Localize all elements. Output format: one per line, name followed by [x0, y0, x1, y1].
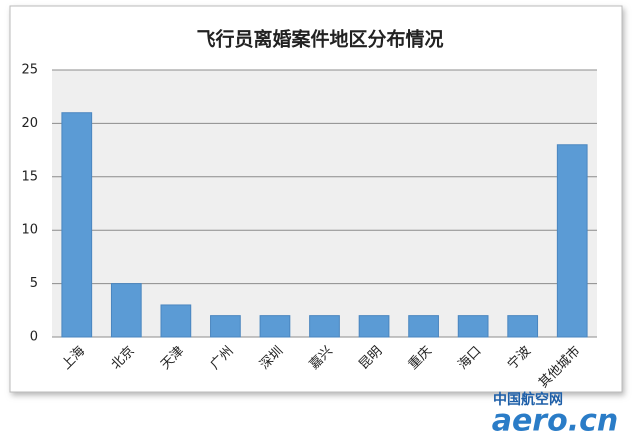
y-tick-label: 5: [30, 276, 38, 291]
y-tick-label: 0: [30, 330, 38, 345]
plot-area: [52, 70, 597, 337]
watermark-logo: aero.cn: [492, 404, 619, 439]
y-tick-label: 15: [21, 169, 38, 184]
y-tick-label: 10: [21, 223, 38, 238]
bar: [358, 315, 390, 338]
bar: [556, 144, 588, 338]
bar: [61, 112, 93, 338]
bar: [110, 283, 142, 338]
bar: [309, 315, 340, 338]
bar: [457, 315, 489, 338]
bar: [259, 315, 291, 338]
chart-title: 飞行员离婚案件地区分布情况: [196, 28, 443, 51]
y-tick-label: 20: [21, 116, 38, 131]
bar: [210, 315, 241, 338]
bar: [160, 304, 192, 338]
bar: [507, 315, 539, 338]
watermark-site: 中国航空网: [493, 391, 563, 408]
bar: [408, 315, 439, 338]
y-tick-label: 25: [21, 63, 38, 78]
